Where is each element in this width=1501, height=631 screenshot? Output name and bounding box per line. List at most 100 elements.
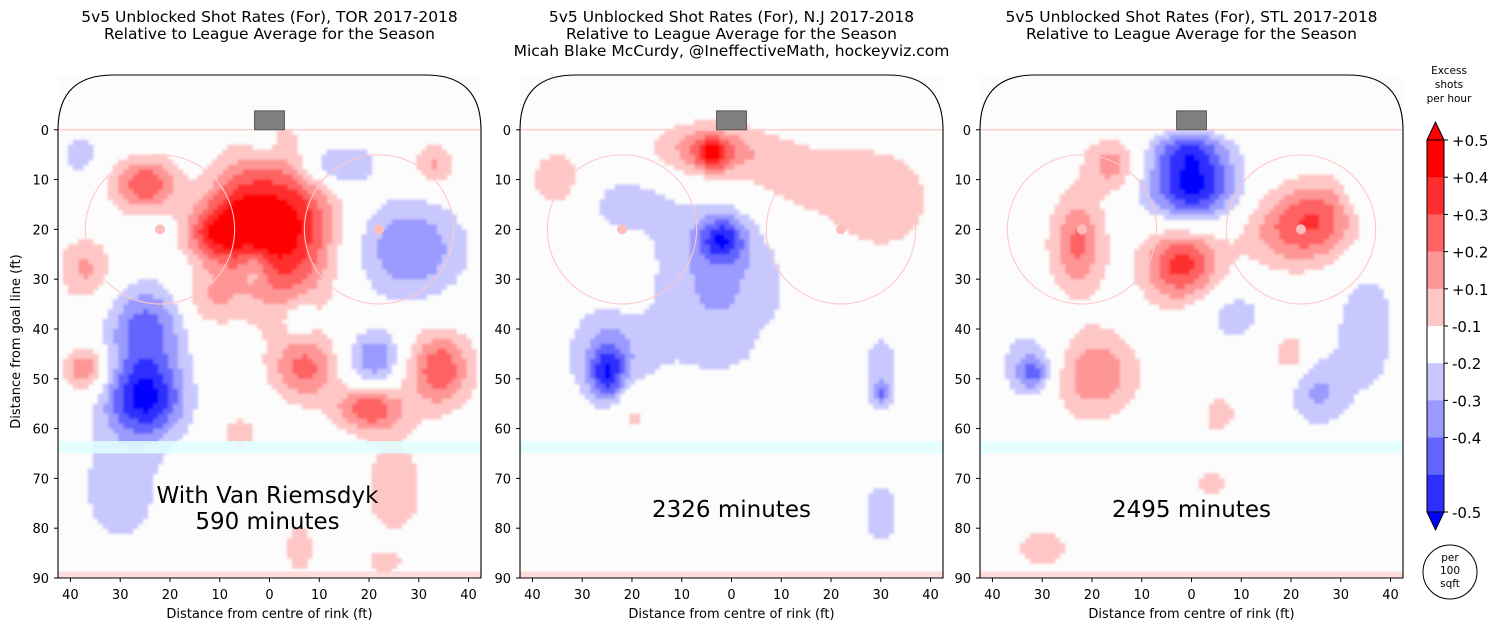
heat-cell xyxy=(192,294,208,300)
heat-cell xyxy=(1039,358,1051,365)
heat-cell xyxy=(1193,279,1210,285)
heat-cell xyxy=(107,413,119,420)
heat-cell xyxy=(122,423,164,430)
heat-cell xyxy=(127,328,164,335)
heat-cell xyxy=(704,154,720,161)
heat-cell xyxy=(187,254,198,260)
heat-cell xyxy=(1164,229,1190,235)
heat-cell xyxy=(1094,239,1110,245)
heat-cell xyxy=(356,398,383,405)
heat-cell xyxy=(1144,159,1155,166)
heat-cell xyxy=(107,363,119,370)
heat-cell xyxy=(729,249,740,255)
y-tick-label: 10 xyxy=(32,174,49,189)
heat-cell xyxy=(1079,164,1101,171)
heat-cell xyxy=(356,368,373,375)
heat-cell xyxy=(569,338,591,345)
heat-cell xyxy=(654,249,690,255)
heat-cell xyxy=(1054,274,1071,280)
heat-cell xyxy=(1203,179,1215,186)
heat-cell xyxy=(112,304,124,310)
heat-cell xyxy=(1233,174,1245,181)
heat-cell xyxy=(311,229,323,235)
heat-cell xyxy=(1283,239,1324,245)
heat-cell xyxy=(574,328,601,335)
heat-cell xyxy=(197,229,208,235)
heat-cell xyxy=(868,503,894,509)
heat-cell xyxy=(326,373,338,380)
heat-cell xyxy=(172,214,188,221)
heat-cell xyxy=(436,269,462,275)
heat-cell xyxy=(1184,154,1195,161)
heat-cell xyxy=(1059,259,1096,265)
heat-cell xyxy=(1099,154,1120,161)
heat-cell xyxy=(296,169,308,176)
heat-cell xyxy=(247,274,258,280)
rink-panel-3: 40 30 20 10 0 10 20 30 400102030405060708090Dist… xyxy=(954,8,1404,622)
heat-cell xyxy=(112,403,124,410)
x-tick-label: 30 xyxy=(873,588,890,603)
heat-cell xyxy=(112,199,129,206)
heat-cell xyxy=(1328,383,1369,390)
heat-cell xyxy=(1159,269,1170,275)
heat-cell xyxy=(1064,353,1081,360)
heat-cell xyxy=(162,343,179,350)
heat-cell xyxy=(594,378,601,385)
heat-cell xyxy=(1169,294,1185,300)
heat-cell xyxy=(1198,144,1215,151)
heat-cell xyxy=(1203,254,1215,260)
heat-cell xyxy=(1064,264,1091,270)
heat-cell xyxy=(202,194,213,201)
heat-cell xyxy=(356,413,388,420)
heat-cell xyxy=(1154,149,1165,156)
heat-cell xyxy=(177,239,188,245)
heat-cell xyxy=(281,348,323,355)
heat-cell xyxy=(232,174,293,181)
heat-cell xyxy=(232,189,298,196)
heat-cell xyxy=(157,174,174,181)
heat-cell xyxy=(306,179,323,186)
x-tick-label: 30 xyxy=(411,588,428,603)
heat-cell xyxy=(202,209,213,216)
heat-cell xyxy=(451,393,472,400)
heat-cell xyxy=(1024,383,1036,390)
heat-cell xyxy=(162,423,174,430)
heat-cell xyxy=(589,368,596,375)
heat-cell xyxy=(257,259,268,265)
heat-cell xyxy=(381,229,437,235)
heat-cell xyxy=(87,498,154,504)
heat-cell xyxy=(868,528,894,534)
heat-cell xyxy=(102,408,114,415)
heat-cell xyxy=(1074,383,1120,390)
heat-cell xyxy=(1308,418,1329,425)
heat-cell xyxy=(301,174,313,181)
heat-cell xyxy=(1203,259,1215,265)
heat-cell xyxy=(1223,179,1235,186)
heat-cell xyxy=(351,358,363,365)
heat-cell xyxy=(699,219,715,226)
heat-cell xyxy=(1223,304,1255,310)
heat-cell xyxy=(1169,199,1185,206)
heat-cell xyxy=(202,259,218,265)
heat-cell xyxy=(534,174,576,181)
heat-cell xyxy=(868,518,894,524)
heat-cell xyxy=(122,388,134,395)
heat-cell xyxy=(1139,194,1150,201)
heat-cell xyxy=(619,348,631,355)
heat-cell xyxy=(291,249,308,255)
heat-cell xyxy=(614,343,631,350)
heat-cell xyxy=(679,154,695,161)
heat-cell xyxy=(689,264,750,270)
heat-cell xyxy=(729,139,745,146)
heat-cell xyxy=(599,358,621,365)
heat-cell xyxy=(341,398,358,405)
heat-cell xyxy=(584,358,591,365)
heat-cell xyxy=(386,403,402,410)
heat-cell xyxy=(883,388,889,395)
heat-cell xyxy=(326,244,338,250)
heat-cell xyxy=(579,324,765,330)
heat-cell xyxy=(366,274,393,280)
heat-cell xyxy=(107,398,114,405)
heat-cell xyxy=(704,139,720,146)
heat-cell xyxy=(212,274,248,280)
